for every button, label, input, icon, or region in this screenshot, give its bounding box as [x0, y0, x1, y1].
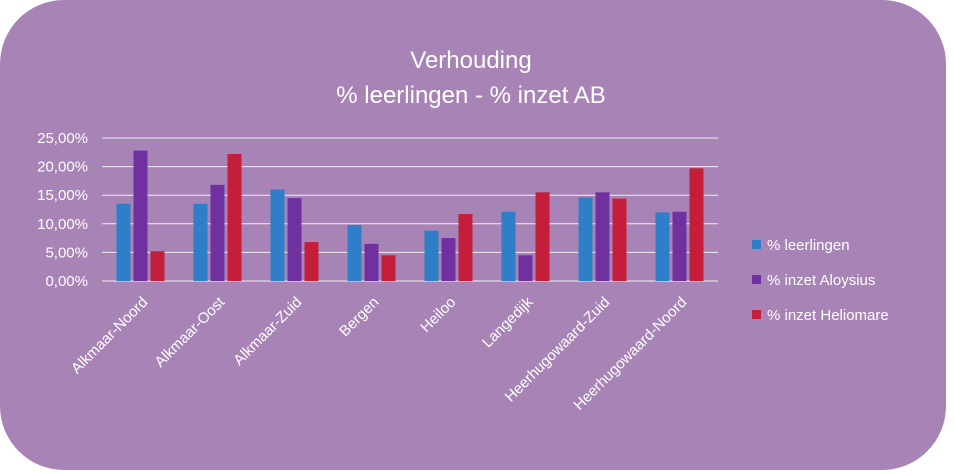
y-tick-label: 25,00%	[37, 130, 88, 147]
bar-heiloo-series-3	[458, 214, 473, 281]
bar-langedijk-series-1	[501, 211, 516, 281]
x-axis-category-labels: Alkmaar-Noord Alkmaar-Oost Alkmaar-Zuid Ber…	[68, 293, 690, 414]
y-axis-tick-labels: 0,00% 5,00% 10,00% 15,00% 20,00% 25,00%	[37, 130, 88, 290]
bar-heerhugowaard-zuid-series-3	[612, 198, 627, 281]
bar-heerhugowaard-noord-series-3	[689, 168, 704, 281]
x-tick-label: Langedijk	[479, 293, 537, 351]
bar-alkmaar-oost-series-3	[227, 154, 242, 281]
x-tick-label: Alkmaar-Noord	[68, 294, 151, 377]
bar-langedijk-series-3	[535, 192, 550, 281]
bar-alkmaar-zuid-series-1	[270, 189, 285, 281]
x-tick-label: Alkmaar-Zuid	[230, 294, 305, 369]
bar-alkmaar-zuid-series-2	[287, 198, 302, 281]
bar-alkmaar-noord-series-1	[116, 203, 131, 281]
bar-alkmaar-oost-series-1	[193, 203, 208, 281]
x-tick-label: Bergen	[336, 294, 382, 340]
bars	[116, 150, 704, 281]
legend-label: % leerlingen	[767, 237, 850, 254]
y-tick-label: 20,00%	[37, 159, 88, 176]
x-tick-label: Heiloo	[417, 294, 459, 336]
bar-bergen-series-3	[381, 255, 396, 281]
x-tick-label: Alkmaar-Oost	[151, 293, 228, 370]
legend-swatch	[752, 240, 761, 249]
y-tick-label: 5,00%	[45, 244, 88, 261]
bar-alkmaar-oost-series-2	[210, 184, 225, 281]
bar-heerhugowaard-noord-series-2	[672, 211, 687, 281]
bar-heiloo-series-1	[424, 230, 439, 281]
chart-title-line-2: % leerlingen - % inzet AB	[336, 82, 605, 109]
bar-heerhugowaard-zuid-series-1	[578, 197, 593, 281]
bar-bergen-series-1	[347, 224, 362, 281]
bar-heerhugowaard-zuid-series-2	[595, 192, 610, 281]
bar-alkmaar-noord-series-3	[150, 251, 165, 281]
y-tick-label: 10,00%	[37, 216, 88, 233]
chart-title-line-1: Verhouding	[410, 47, 531, 74]
bar-alkmaar-zuid-series-3	[304, 242, 319, 281]
y-tick-label: 15,00%	[37, 187, 88, 204]
legend: % leerlingen % inzet Aloysius % inzet Heli…	[752, 237, 889, 324]
legend-label: % inzet Aloysius	[767, 272, 875, 289]
legend-swatch	[752, 310, 761, 319]
legend-swatch	[752, 275, 761, 284]
y-tick-label: 0,00%	[45, 273, 88, 290]
legend-label: % inzet Heliomare	[767, 307, 889, 324]
bar-heerhugowaard-noord-series-1	[655, 212, 670, 281]
bar-alkmaar-noord-series-2	[133, 150, 148, 281]
bar-bergen-series-2	[364, 243, 379, 281]
bar-langedijk-series-2	[518, 255, 533, 281]
bar-heiloo-series-2	[441, 238, 456, 281]
